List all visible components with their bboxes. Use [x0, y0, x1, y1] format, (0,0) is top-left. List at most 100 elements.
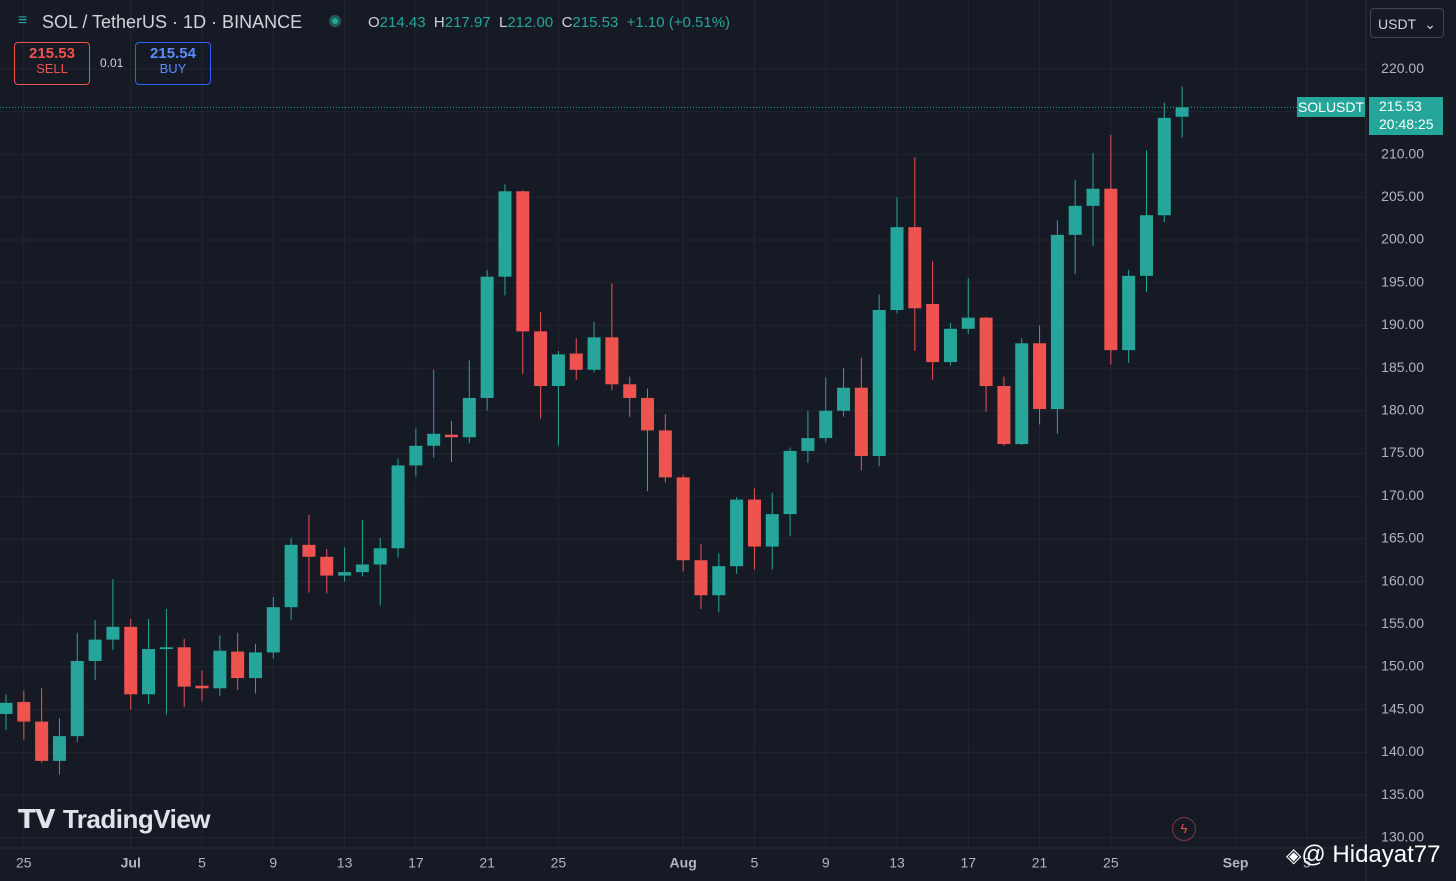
ohlc-label: L: [498, 14, 508, 31]
y-tick-label: 145.00: [1381, 700, 1424, 716]
candle-body: [409, 445, 423, 466]
candle-body: [284, 544, 298, 608]
ohlc-value: 212.00: [507, 14, 554, 31]
candle-body: [124, 626, 138, 695]
y-tick-label: 195.00: [1381, 273, 1424, 289]
y-tick-label: 175.00: [1381, 444, 1424, 460]
candle-body: [266, 607, 280, 653]
candle-body: [801, 438, 815, 451]
ohlc-label: H: [433, 14, 445, 31]
candle-body: [605, 337, 619, 385]
candle-body: [1015, 343, 1029, 445]
x-tick-label: 17: [960, 855, 976, 871]
candle-body: [1139, 215, 1153, 276]
x-tick-label: 21: [1032, 855, 1048, 871]
candle-body: [641, 397, 655, 431]
candle-body: [302, 544, 316, 557]
alert-icon[interactable]: ϟ: [1172, 817, 1196, 841]
candle-body: [1104, 188, 1118, 351]
price-label: 215.53 20:48:25: [1369, 97, 1443, 136]
price-label-countdown: 20:48:25: [1379, 116, 1434, 133]
candle-body: [747, 499, 761, 547]
candle-body: [1050, 234, 1064, 410]
buy-label: BUY: [159, 61, 187, 76]
candle-body: [551, 354, 565, 386]
candle-body: [694, 560, 708, 596]
x-tick-label: 9: [269, 855, 277, 871]
buy-button[interactable]: 215.54 BUY: [135, 42, 211, 85]
y-tick-label: 180.00: [1381, 401, 1424, 417]
candle-body: [569, 353, 583, 370]
candle-body: [427, 433, 441, 446]
candle-body: [819, 410, 833, 439]
candle-body: [943, 328, 957, 363]
candle-body: [391, 465, 405, 549]
candle-body: [445, 434, 458, 438]
sell-label: SELL: [36, 61, 68, 76]
candle-body: [480, 276, 494, 398]
candle-body: [837, 387, 851, 411]
x-tick-label: Jul: [121, 855, 141, 871]
currency: USDT: [1378, 16, 1417, 32]
candle-body: [88, 639, 102, 661]
y-tick-label: 130.00: [1381, 828, 1424, 844]
candle-body: [1033, 343, 1047, 410]
candle-body: [961, 317, 975, 329]
buy-price: 215.54: [150, 45, 196, 62]
candle-body: [213, 650, 227, 689]
candle-body: [1157, 117, 1171, 216]
ohlc-label: O: [368, 14, 380, 31]
y-tick-label: 170.00: [1381, 487, 1424, 503]
price-label-price: 215.53: [1379, 98, 1422, 115]
ohlc-value: 214.43: [379, 14, 426, 31]
menu-icon[interactable]: ≡: [18, 12, 28, 29]
candle-body: [890, 227, 904, 310]
candle-body: [195, 685, 209, 689]
candle-body: [373, 548, 387, 565]
candle-body: [854, 387, 868, 457]
y-tick-label: 160.00: [1381, 572, 1424, 588]
ohlc: O214.43 H217.97 L212.00 C215.53 +1.10 (+…: [368, 14, 730, 31]
credit: ◈@ Hidayat77: [1286, 841, 1441, 868]
x-tick-label: 13: [889, 855, 905, 871]
candle-body: [1086, 188, 1100, 206]
y-tick-label: 165.00: [1381, 530, 1424, 546]
y-tick-label: 210.00: [1381, 145, 1424, 161]
ohlc-label: C: [561, 14, 573, 31]
candle-body: [730, 499, 744, 567]
candle-body: [35, 721, 49, 761]
candle-body: [979, 317, 993, 386]
change: +1.10 (+0.51%): [626, 14, 731, 31]
candle-body: [997, 385, 1011, 445]
candle-body: [498, 191, 512, 277]
x-tick-label: 13: [337, 855, 353, 871]
x-tick-label: 21: [479, 855, 495, 871]
candle-body: [355, 564, 369, 573]
y-tick-label: 135.00: [1381, 786, 1424, 802]
candle-body: [320, 556, 334, 576]
x-tick-label: 25: [1103, 855, 1119, 871]
y-tick-label: 140.00: [1381, 743, 1424, 759]
candle-body: [142, 649, 156, 695]
ohlc-value: 217.97: [444, 14, 491, 31]
sell-button[interactable]: 215.53 SELL: [14, 42, 90, 85]
x-tick-label: 17: [408, 855, 424, 871]
candle-body: [462, 397, 476, 438]
candle-body: [248, 652, 262, 679]
candle-body: [1122, 275, 1136, 351]
price-label-symbol: SOLUSDT: [1297, 97, 1365, 118]
y-tick-label: 205.00: [1381, 188, 1424, 204]
y-tick-label: 185.00: [1381, 359, 1424, 375]
candle-body: [1068, 205, 1082, 235]
spread: 0.01: [100, 56, 124, 70]
y-tick-label: 150.00: [1381, 658, 1424, 674]
ohlc-value: 215.53: [572, 14, 619, 31]
candle-body: [765, 514, 779, 547]
y-tick-label: 220.00: [1381, 60, 1424, 76]
candle-body: [0, 702, 13, 714]
candle-body: [587, 337, 601, 370]
currency-select[interactable]: USDT ⌄: [1370, 8, 1444, 38]
